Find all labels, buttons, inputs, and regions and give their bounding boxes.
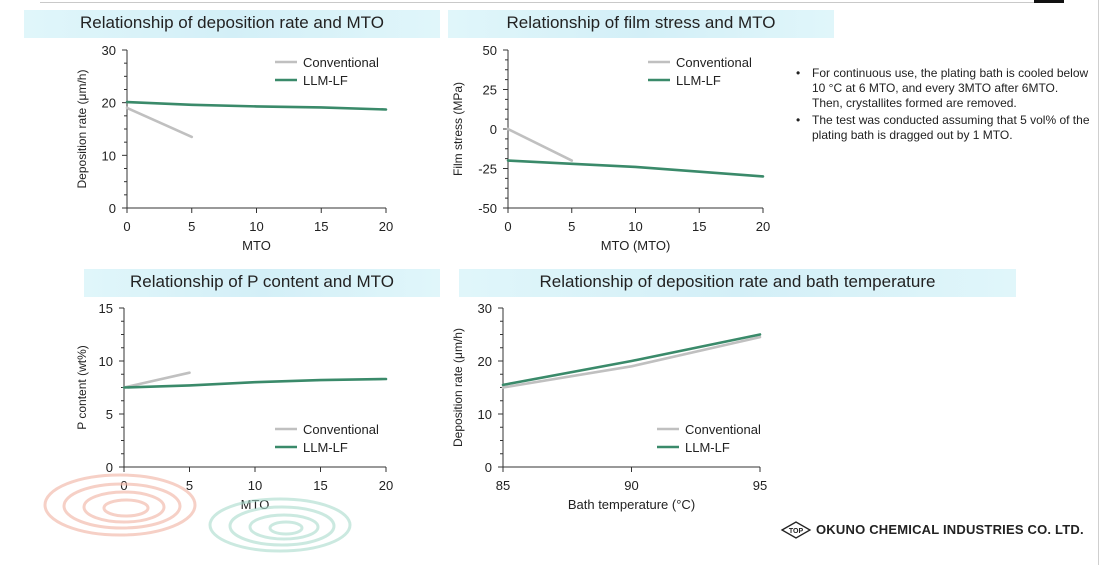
x-tick-label: 15	[692, 219, 706, 234]
x-tick-label: 5	[186, 478, 193, 493]
note-text: The test was conducted assuming that 5 v…	[812, 113, 1090, 142]
y-tick-label: 25	[483, 83, 497, 98]
top-rule	[40, 2, 1060, 3]
legend-label: Conventional	[303, 422, 379, 437]
x-tick-label: 90	[624, 478, 638, 493]
y-tick-label: 10	[99, 354, 113, 369]
note-continuation: Then, crystallites formed are removed.	[812, 96, 1017, 110]
legend-label: LLM-LF	[685, 440, 730, 455]
x-tick-label: 10	[628, 219, 642, 234]
legend-label: Conventional	[303, 55, 379, 70]
corner-mark	[1034, 0, 1064, 3]
x-tick-label: 0	[504, 219, 511, 234]
series-line-llm-lf	[122, 377, 388, 389]
y-tick-label: 20	[478, 354, 492, 369]
series-line-llm-lf	[125, 100, 388, 111]
bullet-icon: •	[796, 113, 801, 127]
y-tick-label: 0	[490, 122, 497, 137]
x-axis-label: Bath temperature (°C)	[568, 497, 695, 512]
x-tick-label: 20	[756, 219, 770, 234]
note-item: • For continuous use, the plating bath i…	[796, 66, 1091, 111]
x-tick-label: 20	[379, 478, 393, 493]
x-tick-label: 5	[188, 219, 195, 234]
y-tick-label: -50	[478, 201, 497, 216]
y-tick-label: 0	[485, 460, 492, 475]
y-tick-label: 50	[483, 43, 497, 58]
y-tick-label: 0	[106, 460, 113, 475]
x-tick-label: 5	[568, 219, 575, 234]
x-tick-label: 15	[313, 478, 327, 493]
series-line-conventional	[501, 335, 762, 389]
x-tick-label: 10	[249, 219, 263, 234]
y-tick-label: 5	[106, 407, 113, 422]
y-axis-label: Film stress (MPa)	[451, 82, 465, 176]
x-tick-label: 0	[123, 219, 130, 234]
y-tick-label: 15	[99, 301, 113, 316]
legend-label: Conventional	[685, 422, 761, 437]
y-axis-label: Deposition rate (μm/h)	[451, 328, 465, 447]
chart3-title: Relationship of P content and MTO	[84, 269, 440, 297]
series-line-llm-lf	[506, 159, 765, 178]
legend-label: LLM-LF	[303, 73, 348, 88]
bullet-icon: •	[796, 66, 801, 80]
x-tick-label: 85	[496, 478, 510, 493]
y-axis-label: Deposition rate (μm/h)	[75, 70, 89, 189]
x-tick-label: 10	[248, 478, 262, 493]
legend-label: LLM-LF	[676, 73, 721, 88]
note-text: For continuous use, the plating bath is …	[812, 66, 1089, 95]
x-tick-label: 95	[753, 478, 767, 493]
notes-list: • For continuous use, the plating bath i…	[796, 66, 1091, 143]
y-tick-label: 10	[478, 407, 492, 422]
x-axis-label: MTO	[242, 238, 271, 253]
y-tick-label: 10	[102, 148, 116, 163]
x-axis-label: MTO (MTO)	[601, 238, 671, 253]
chart1-title: Relationship of deposition rate and MTO	[24, 10, 440, 38]
series-line-llm-lf	[501, 333, 762, 387]
y-tick-label: 30	[478, 301, 492, 316]
series-line-conventional	[125, 106, 194, 139]
chart4-title: Relationship of deposition rate and bath…	[459, 269, 1016, 297]
chart2-title: Relationship of film stress and MTO	[448, 10, 834, 38]
decorative-swirls	[43, 473, 352, 553]
x-tick-label: 20	[379, 219, 393, 234]
company-mark-icon: TOP	[780, 521, 812, 539]
legend-label: Conventional	[676, 55, 752, 70]
legend-label: LLM-LF	[303, 440, 348, 455]
company-name: OKUNO CHEMICAL INDUSTRIES CO. LTD.	[816, 522, 1084, 537]
series-line-conventional	[122, 371, 191, 389]
series-line-conventional	[506, 127, 574, 162]
y-tick-label: 20	[102, 96, 116, 111]
company-mark-text: TOP	[789, 528, 804, 535]
note-item: • The test was conducted assuming that 5…	[796, 113, 1091, 143]
y-axis-label: P content (wt%)	[75, 345, 89, 429]
y-tick-label: 0	[109, 201, 116, 216]
y-tick-label: 30	[102, 43, 116, 58]
y-tick-label: -25	[478, 162, 497, 177]
x-tick-label: 15	[314, 219, 328, 234]
right-rule	[1098, 0, 1099, 565]
